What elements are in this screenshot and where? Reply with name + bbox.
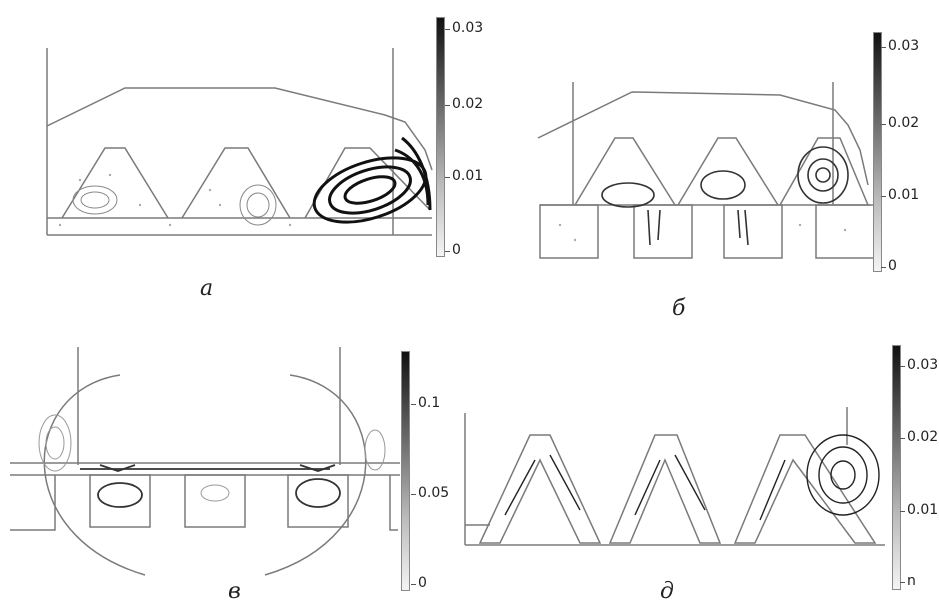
panel-a-tick: 0.02 — [444, 96, 484, 112]
panel-d-tick: 0.02 — [899, 429, 939, 445]
panel-b-label: б — [672, 296, 686, 321]
panel-v: 0.1 0.05 0 в — [0, 335, 470, 605]
panel-d-tick: 0.01 — [899, 502, 939, 518]
panel-a-tick: 0 — [445, 242, 461, 258]
panel-b: 0.03 0.02 0.01 0 б — [500, 0, 939, 330]
panel-d-tick: n — [900, 573, 916, 589]
panel-a-diagram — [46, 48, 433, 236]
panel-v-tick: 0.05 — [410, 485, 450, 501]
panel-d: 0.03 0.02 0.01 n д — [455, 335, 939, 605]
panel-a: 0.03 0.02 0.01 0 а — [0, 0, 484, 310]
panel-d-tick: 0.03 — [899, 357, 939, 373]
panel-b-tick: 0.03 — [880, 38, 920, 54]
panel-b-tick: 0 — [881, 258, 897, 274]
panel-d-label: д — [660, 579, 674, 604]
panel-v-label: в — [228, 579, 241, 604]
panel-b-colorbar — [873, 32, 882, 272]
panel-v-colorbar — [401, 351, 410, 591]
panel-a-colorbar — [436, 17, 445, 257]
panel-v-tick: 0 — [411, 575, 427, 591]
panel-a-tick: 0.03 — [444, 20, 484, 36]
panel-b-tick: 0.01 — [880, 187, 920, 203]
panel-d-diagram — [464, 407, 885, 546]
panel-v-tick: 0.1 — [410, 395, 441, 411]
panel-v-diagram — [10, 347, 400, 576]
panel-d-colorbar — [892, 345, 901, 590]
panel-a-tick: 0.01 — [444, 168, 484, 184]
panel-b-diagram — [537, 82, 875, 259]
panel-b-tick: 0.02 — [880, 115, 920, 131]
panel-a-label: а — [200, 276, 214, 301]
